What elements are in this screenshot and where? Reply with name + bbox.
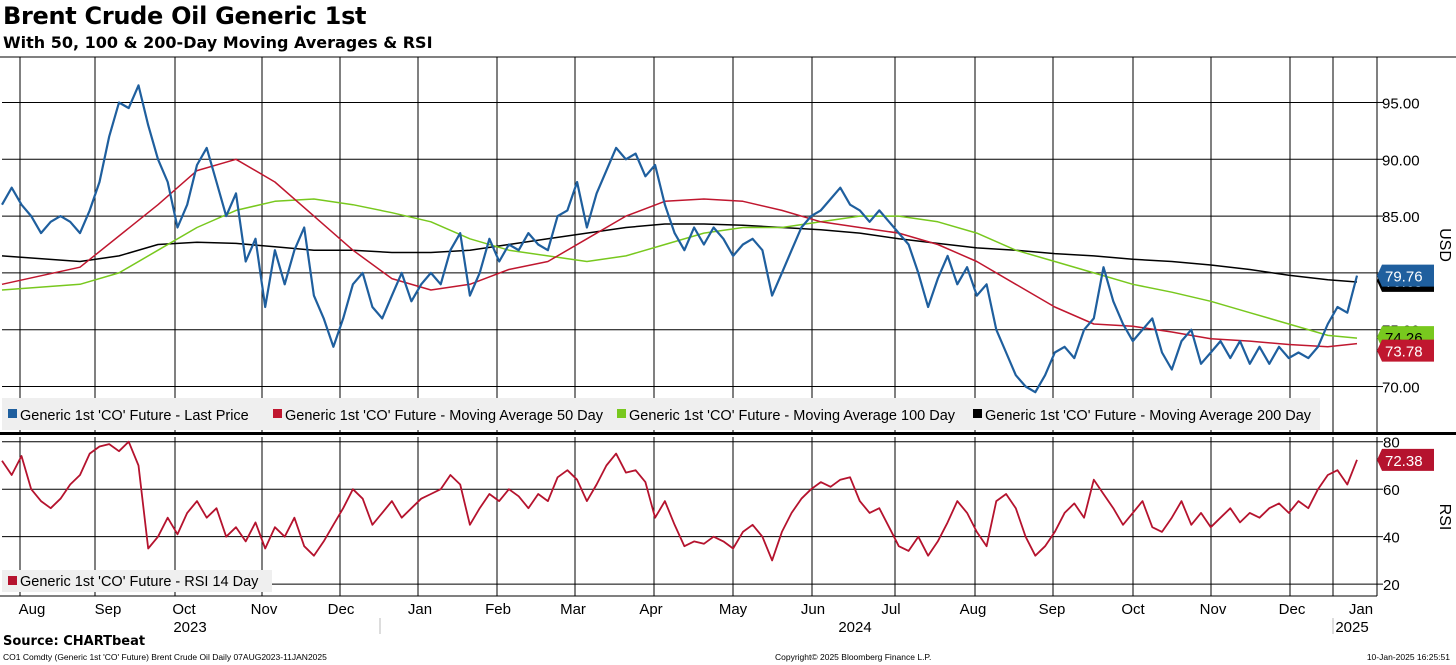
rsi-series-line	[1, 440, 1358, 562]
value-tag-bg-0	[1377, 264, 1434, 287]
price-series-line-1	[1, 158, 1358, 348]
month-label: Nov	[1200, 601, 1227, 618]
month-label: Oct	[172, 601, 196, 618]
legend-label: Generic 1st 'CO' Future - Moving Average…	[285, 408, 604, 424]
price-ytick-label: 85.00	[1382, 209, 1420, 226]
month-label: Aug	[960, 601, 987, 618]
month-label: Mar	[560, 601, 586, 618]
year-label: 2023	[173, 619, 206, 636]
price-ytick-label: 95.00	[1382, 95, 1420, 112]
month-label: Dec	[328, 601, 355, 618]
month-label: Oct	[1121, 601, 1145, 618]
price-series-line-3	[1, 223, 1358, 283]
source-note: Source: CHARTbeat	[3, 634, 146, 649]
price-panel-series	[1, 84, 1359, 394]
rsi-panel-series	[1, 440, 1358, 562]
month-label: Jul	[881, 601, 900, 618]
rsi-legend-bg	[2, 570, 272, 592]
legend-swatch-2	[617, 409, 626, 418]
year-label: 2025	[1335, 619, 1368, 636]
price-ytick-label: 90.00	[1382, 152, 1420, 169]
chart-subtitle: With 50, 100 & 200-Day Moving Averages &…	[3, 33, 433, 52]
value-tag-text: 79.76	[1385, 269, 1423, 286]
price-axis-title: USD	[1436, 228, 1453, 262]
month-label: Feb	[485, 601, 511, 618]
year-label: 2024	[838, 619, 871, 636]
legend-label: Generic 1st 'CO' Future - Last Price	[20, 408, 249, 424]
month-label: Jan	[1349, 601, 1373, 618]
timestamp: 10-Jan-2025 16:25:51	[1366, 652, 1450, 662]
month-label: Apr	[639, 601, 662, 618]
rsi-value-tag-bg	[1377, 448, 1434, 471]
chart-title: Brent Crude Oil Generic 1st	[3, 2, 367, 30]
month-label: Sep	[1039, 601, 1066, 618]
rsi-ytick-label: 40	[1383, 530, 1400, 547]
rsi-ytick-label: 20	[1383, 577, 1400, 594]
rsi-legend-swatch	[8, 576, 17, 585]
rsi-value-tag-text: 72.38	[1385, 453, 1423, 470]
price-panel-grid	[2, 57, 1377, 432]
rsi-axis-title: RSI	[1436, 504, 1453, 531]
legend-swatch-1	[273, 409, 282, 418]
month-label: Sep	[95, 601, 122, 618]
value-tag-bg-3	[1377, 339, 1434, 362]
rsi-legend-label: Generic 1st 'CO' Future - RSI 14 Day	[20, 574, 259, 590]
rsi-ytick-label: 80	[1383, 435, 1400, 452]
rsi-ytick-label: 60	[1383, 482, 1400, 499]
price-series-line-2	[1, 198, 1358, 339]
copyright-note: Copyright© 2025 Bloomberg Finance L.P.	[775, 652, 932, 662]
legend-label: Generic 1st 'CO' Future - Moving Average…	[629, 408, 956, 424]
month-label: Nov	[251, 601, 278, 618]
value-tag-text: 73.78	[1385, 344, 1423, 361]
month-label: May	[719, 601, 748, 618]
legend-label: Generic 1st 'CO' Future - Moving Average…	[985, 408, 1312, 424]
price-ytick-label: 70.00	[1382, 380, 1420, 397]
month-label: Dec	[1279, 601, 1306, 618]
legend-swatch-0	[8, 409, 17, 418]
month-label: Aug	[19, 601, 46, 618]
series-description: CO1 Comdty (Generic 1st 'CO' Future) Bre…	[3, 652, 327, 662]
month-label: Jun	[801, 601, 825, 618]
price-legend-bg	[2, 398, 1320, 430]
price-series-line-0	[1, 84, 1359, 394]
month-label: Jan	[408, 601, 432, 618]
legend-swatch-3	[973, 409, 982, 418]
chart-axes: 70.0075.0080.0085.0090.0095.0020406080US…	[0, 56, 1456, 636]
chart-legends: Generic 1st 'CO' Future - Last Price Gene…	[2, 398, 1320, 592]
